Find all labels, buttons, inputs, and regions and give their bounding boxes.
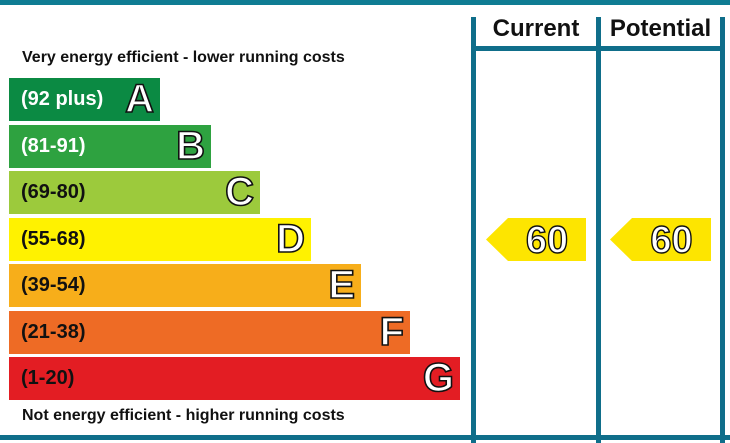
top-caption: Very energy efficient - lower running co… bbox=[22, 49, 345, 66]
band-f: (21-38) F bbox=[9, 309, 410, 354]
band-b: (81-91) B bbox=[9, 123, 211, 168]
band-f-range: (21-38) bbox=[21, 320, 86, 343]
band-e-letter: E bbox=[328, 263, 356, 308]
frame-line-right bbox=[720, 17, 725, 443]
band-d-letter: D bbox=[275, 216, 305, 261]
band-g: (1-20) G bbox=[9, 356, 460, 401]
potential-column-header: Potential bbox=[609, 15, 712, 42]
frame-line-middle bbox=[596, 17, 601, 443]
band-b-letter: B bbox=[175, 123, 205, 168]
potential-rating-indicator: 60 bbox=[610, 217, 711, 261]
top-accent-bar bbox=[0, 0, 730, 5]
band-a-letter: A bbox=[124, 77, 154, 122]
band-b-range: (81-91) bbox=[21, 134, 86, 157]
band-a-range: (92 plus) bbox=[21, 88, 104, 110]
header-divider-potential bbox=[596, 46, 725, 51]
band-e: (39-54) E bbox=[9, 263, 361, 308]
band-c-range: (69-80) bbox=[21, 181, 86, 203]
frame-bottom-line bbox=[0, 435, 730, 440]
current-indicator-value: 60 bbox=[526, 219, 568, 261]
band-a: (92 plus) A bbox=[9, 77, 160, 122]
header-divider-current bbox=[471, 46, 601, 51]
potential-indicator-value: 60 bbox=[650, 219, 692, 261]
band-c: (69-80) C bbox=[9, 170, 260, 215]
band-g-letter: G bbox=[422, 356, 455, 401]
frame-line-left bbox=[471, 17, 476, 443]
band-d-range: (55-68) bbox=[21, 227, 86, 250]
band-d: (55-68) D bbox=[9, 216, 311, 261]
band-g-range: (1-20) bbox=[21, 367, 75, 389]
band-c-letter: C bbox=[224, 170, 254, 215]
bottom-caption: Not energy efficient - higher running co… bbox=[22, 407, 345, 424]
current-column-header: Current bbox=[492, 15, 580, 42]
current-rating-indicator: 60 bbox=[486, 217, 586, 261]
band-f-letter: F bbox=[379, 309, 405, 354]
band-e-range: (39-54) bbox=[21, 274, 86, 296]
potential-indicator-arrow bbox=[610, 217, 711, 261]
current-indicator-arrow bbox=[486, 217, 586, 261]
